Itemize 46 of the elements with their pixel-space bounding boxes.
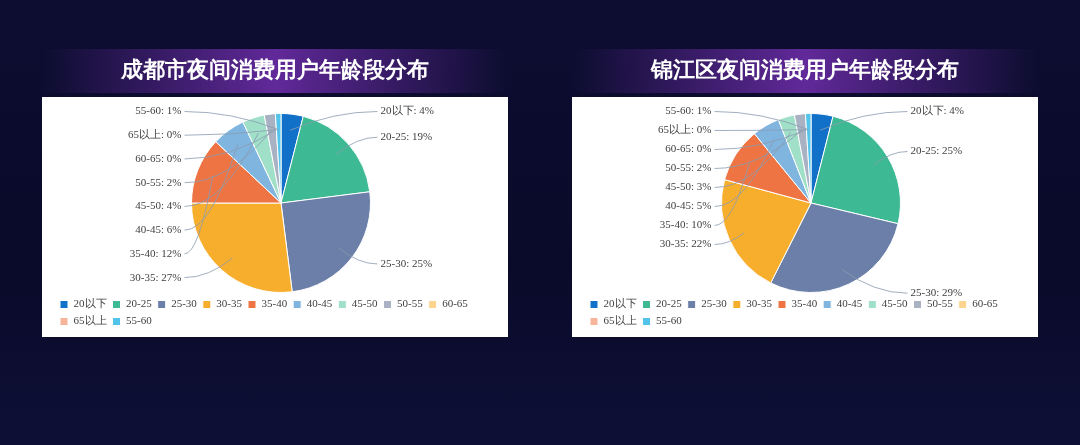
text: 60-65: 0% — [665, 142, 712, 155]
legend-label: 35-40 — [791, 297, 818, 310]
legend-label: 30-35 — [216, 297, 243, 310]
chart-title: 成都市夜间消费用户年龄段分布 — [121, 57, 429, 82]
legend-label: 65以上 — [73, 314, 107, 327]
legend-label: 20以下 — [603, 297, 637, 310]
data-label: 55-60: 1% — [135, 104, 182, 117]
legend-label: 50-55 — [396, 297, 424, 310]
data-label: 20-25: 25% — [910, 144, 963, 157]
data-label: 25-30: 25% — [380, 256, 433, 269]
legend-label: 20-25 — [656, 297, 683, 310]
data-label: 35-40: 10% — [659, 218, 712, 231]
data-label: 55-60: 1% — [665, 104, 712, 117]
data-label: 20以下: 4% — [380, 104, 434, 117]
data-label: 45-50: 3% — [665, 180, 712, 193]
text: 65以上: 0% — [658, 123, 712, 136]
data-label: 40-45: 5% — [665, 199, 712, 212]
chart-title: 锦江区夜间消费用户年龄段分布 — [651, 57, 959, 82]
data-label: 30-35: 22% — [659, 237, 712, 250]
data-label: 25-30: 29% — [910, 286, 963, 299]
legend-label: 30-35 — [746, 297, 773, 310]
legend-label: 45-50 — [881, 297, 908, 310]
legend-label: 60-65 — [972, 297, 999, 310]
text: 60-65: 0% — [135, 151, 182, 164]
legend-label: 55-60 — [126, 314, 153, 327]
text: 65以上: 0% — [128, 128, 182, 141]
legend-label: 25-30 — [171, 297, 198, 310]
legend-label: 65以上 — [603, 314, 637, 327]
data-label: 30-35: 27% — [129, 270, 182, 283]
legend-label: 60-65 — [442, 297, 469, 310]
data-label: 20以下: 4% — [910, 104, 964, 117]
data-label: 50-55: 2% — [135, 175, 182, 188]
legend-label: 55-60 — [656, 314, 683, 327]
data-label: 45-50: 4% — [135, 199, 182, 212]
legend-label: 45-50 — [351, 297, 378, 310]
legend-label: 25-30 — [701, 297, 728, 310]
data-label: 35-40: 12% — [129, 246, 182, 259]
legend-label: 50-55 — [926, 297, 954, 310]
legend-label: 35-40 — [261, 297, 288, 310]
data-label: 40-45: 6% — [135, 223, 182, 236]
legend-label: 40-45 — [836, 297, 863, 310]
legend-label: 20-25 — [126, 297, 153, 310]
legend-label: 20以下 — [73, 297, 107, 310]
data-label: 50-55: 2% — [665, 161, 712, 174]
legend-label: 40-45 — [306, 297, 333, 310]
data-label: 20-25: 19% — [380, 130, 433, 143]
